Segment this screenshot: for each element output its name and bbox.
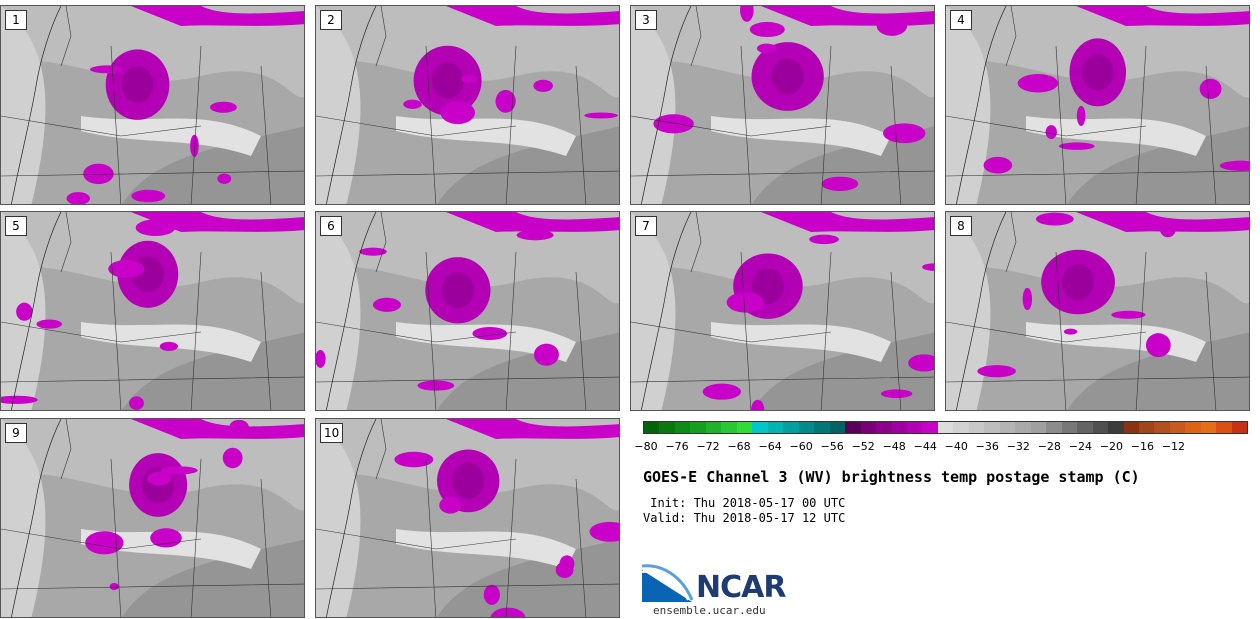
map-panel-9: 9	[0, 418, 305, 618]
colorbar-tick-label: −56	[820, 440, 844, 453]
colorbar-tick-label: −24	[1068, 440, 1092, 453]
panel-number: 9	[5, 423, 27, 443]
map-image	[316, 419, 619, 617]
colorbar-tick-label: −40	[944, 440, 968, 453]
colorbar-tick-label: −32	[1006, 440, 1030, 453]
colorbar-swatch	[1200, 422, 1217, 433]
colorbar-swatch	[644, 422, 660, 433]
map-panel-8: 8	[945, 211, 1250, 411]
valid-time: Valid: Thu 2018-05-17 12 UTC	[643, 511, 846, 525]
colorbar-swatch	[659, 422, 675, 433]
colorbar	[643, 421, 1248, 434]
colorbar-tick-label: −80	[634, 440, 658, 453]
colorbar-swatch	[783, 422, 799, 433]
colorbar-swatch	[829, 422, 846, 433]
map-title: GOES-E Channel 3 (WV) brightness temp po…	[643, 468, 1140, 486]
colorbar-swatch	[1092, 422, 1109, 433]
ncar-logo-icon	[642, 564, 694, 602]
panel-number: 1	[5, 10, 27, 30]
colorbar-tick-label: −28	[1037, 440, 1061, 453]
colorbar-swatch	[674, 422, 691, 433]
map-image	[1, 419, 304, 617]
colorbar-swatch	[1030, 422, 1047, 433]
colorbar-tick-label: −12	[1161, 440, 1186, 453]
colorbar-swatch	[1046, 422, 1062, 433]
colorbar-swatch	[953, 422, 969, 433]
panel-number: 10	[320, 423, 344, 443]
map-image	[946, 6, 1249, 204]
colorbar-ticks: −80 −76 −72 −68 −64 −60 −56 −52 −48 −44 −40 −36 −32−…	[634, 440, 1248, 456]
init-time: Init: Thu 2018-05-17 00 UTC	[643, 496, 846, 510]
colorbar-swatch	[1169, 422, 1186, 433]
colorbar-swatch	[798, 422, 815, 433]
map-image	[631, 212, 934, 410]
panel-number: 5	[5, 216, 27, 236]
panel-number: 4	[950, 10, 972, 30]
colorbar-tick-label: −44	[913, 440, 937, 453]
map-image	[316, 6, 619, 204]
map-panel-3: 3	[630, 5, 935, 205]
panel-number: 3	[635, 10, 657, 30]
colorbar-swatch	[937, 422, 954, 433]
panel-number: 6	[320, 216, 342, 236]
ncar-logo-text: NCAR	[696, 570, 786, 605]
colorbar-swatch	[767, 422, 784, 433]
colorbar-tick-label: −76	[665, 440, 689, 453]
colorbar-tick-label: −36	[975, 440, 999, 453]
panel-number: 8	[950, 216, 972, 236]
colorbar-tick-label: −52	[851, 440, 875, 453]
colorbar-tick-label: −48	[882, 440, 906, 453]
colorbar-swatch	[736, 422, 753, 433]
colorbar-swatch	[922, 422, 938, 433]
map-panel-4: 4	[945, 5, 1250, 205]
colorbar-swatch	[891, 422, 907, 433]
colorbar-tick-label: −72	[696, 440, 720, 453]
colorbar-swatch	[968, 422, 985, 433]
colorbar-swatch	[1216, 422, 1232, 433]
colorbar-swatch	[1108, 422, 1124, 433]
colorbar-swatch	[1015, 422, 1031, 433]
colorbar-swatch	[876, 422, 892, 433]
colorbar-swatch	[1231, 422, 1248, 433]
map-panel-5: 5	[0, 211, 305, 411]
map-panel-1: 1	[0, 5, 305, 205]
colorbar-swatch	[1061, 422, 1078, 433]
colorbar-tick-label: −64	[758, 440, 782, 453]
map-image	[1, 212, 304, 410]
colorbar-tick-label: −16	[1130, 440, 1155, 453]
map-panel-2: 2	[315, 5, 620, 205]
map-image	[631, 6, 934, 204]
colorbar-swatch	[1185, 422, 1201, 433]
colorbar-swatch	[1123, 422, 1139, 433]
panel-number: 7	[635, 216, 657, 236]
colorbar-tick-label: −20	[1099, 440, 1123, 453]
colorbar-swatch	[999, 422, 1016, 433]
site-url[interactable]: ensemble.ucar.edu	[653, 604, 766, 617]
colorbar-swatch	[814, 422, 830, 433]
colorbar-swatch	[906, 422, 923, 433]
colorbar-swatch	[984, 422, 1000, 433]
colorbar-swatch	[721, 422, 737, 433]
map-image	[1, 6, 304, 204]
map-panel-7: 7	[630, 211, 935, 411]
colorbar-swatch	[860, 422, 877, 433]
colorbar-swatch	[752, 422, 768, 433]
colorbar-tick-label: −60	[789, 440, 813, 453]
colorbar-swatch	[690, 422, 706, 433]
colorbar-swatch	[1154, 422, 1170, 433]
map-image	[946, 212, 1249, 410]
colorbar-tick-label: −68	[727, 440, 751, 453]
colorbar-swatch	[1077, 422, 1093, 433]
colorbar-swatch	[1139, 422, 1155, 433]
map-image	[316, 212, 619, 410]
colorbar-swatch	[705, 422, 722, 433]
map-panel-6: 6	[315, 211, 620, 411]
map-panel-10: 10	[315, 418, 620, 618]
panel-number: 2	[320, 10, 342, 30]
colorbar-swatch	[845, 422, 861, 433]
